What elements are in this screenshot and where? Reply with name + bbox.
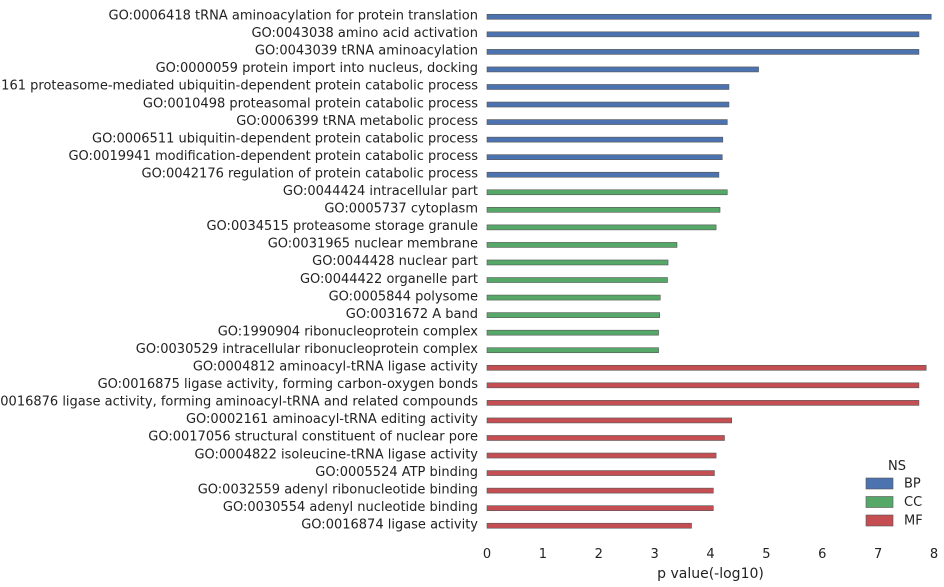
bar-bp bbox=[486, 119, 728, 125]
category-label: GO:0017056 structural constituent of nuc… bbox=[148, 430, 478, 445]
bar-bp bbox=[486, 49, 920, 55]
bar-cc bbox=[486, 277, 668, 283]
category-label: GO:0004812 aminoacyl-tRNA ligase activit… bbox=[193, 360, 478, 375]
category-label: GO:0043161 proteasome-mediated ubiquitin… bbox=[0, 79, 478, 94]
bar-mf bbox=[486, 364, 927, 371]
legend-label-mf: MF bbox=[904, 514, 923, 529]
bar-cc bbox=[486, 189, 728, 196]
category-label: GO:0019941 modification-dependent protei… bbox=[68, 149, 478, 164]
category-label: GO:0000059 protein import into nucleus, … bbox=[156, 61, 478, 76]
x-tick-label: 8 bbox=[930, 547, 938, 562]
bar-cc bbox=[486, 312, 660, 318]
legend-swatch-cc bbox=[865, 496, 894, 508]
bar-bp bbox=[486, 84, 730, 90]
bar-mf bbox=[486, 400, 920, 406]
bar-cc bbox=[486, 242, 678, 248]
bar-bp bbox=[486, 171, 720, 178]
category-label: GO:0016875 ligase activity, forming carb… bbox=[98, 377, 479, 392]
category-label: GO:0044428 nuclear part bbox=[312, 254, 478, 269]
category-label: GO:0030554 adenyl nucleotide binding bbox=[223, 500, 478, 515]
category-label: GO:0016874 ligase activity bbox=[301, 517, 478, 532]
category-label: GO:0030529 intracellular ribonucleoprote… bbox=[136, 342, 479, 357]
bar-mf bbox=[486, 522, 692, 529]
category-label: GO:0044424 intracellular part bbox=[283, 184, 478, 199]
category-label: GO:0004822 isoleucine-tRNA ligase activi… bbox=[194, 447, 478, 462]
category-label: GO:0031965 nuclear membrane bbox=[268, 237, 478, 252]
x-tick-label: 6 bbox=[818, 547, 826, 562]
category-label: GO:0031672 A band bbox=[346, 307, 478, 322]
legend-label-bp: BP bbox=[904, 477, 921, 492]
x-tick-label: 7 bbox=[874, 547, 882, 562]
category-label: GO:0002161 aminoacyl-tRNA editing activi… bbox=[186, 412, 478, 427]
bar-cc bbox=[486, 347, 659, 354]
bar-mf bbox=[486, 417, 733, 424]
bar-cc bbox=[486, 259, 669, 266]
x-tick-label: 4 bbox=[706, 547, 714, 562]
bar-bp bbox=[486, 101, 730, 108]
bar-bp bbox=[486, 13, 932, 20]
bar-cc bbox=[486, 224, 717, 231]
bar-mf bbox=[486, 382, 920, 389]
category-label: GO:0042176 regulation of protein catabol… bbox=[142, 166, 479, 181]
category-label: GO:0043038 amino acid activation bbox=[251, 26, 478, 41]
bar-bp bbox=[486, 66, 759, 73]
category-label: GO:0044422 organelle part bbox=[300, 272, 478, 287]
category-label: GO:0006511 ubiquitin-dependent protein c… bbox=[92, 131, 478, 146]
legend: NS BP CC MF bbox=[865, 459, 923, 529]
bar-bp bbox=[486, 136, 724, 143]
bars-layer bbox=[486, 13, 932, 529]
category-labels: GO:0006418 tRNA aminoacylation for prote… bbox=[0, 9, 478, 533]
category-label: GO:0006418 tRNA aminoacylation for prote… bbox=[109, 9, 478, 24]
x-tick-label: 0 bbox=[483, 547, 491, 562]
bar-cc bbox=[486, 207, 721, 213]
x-axis-ticks: 0 1 2 3 4 5 6 7 8 bbox=[483, 547, 938, 562]
legend-label-cc: CC bbox=[904, 495, 922, 510]
bar-mf bbox=[486, 505, 714, 511]
x-tick-label: 3 bbox=[650, 547, 658, 562]
category-label: GO:0016876 ligase activity, forming amin… bbox=[0, 395, 478, 410]
category-label: GO:0034515 proteasome storage granule bbox=[206, 219, 478, 234]
legend-entries: BP CC MF bbox=[865, 477, 923, 529]
category-label: GO:1990904 ribonucleoprotein complex bbox=[218, 324, 479, 339]
category-label: GO:0043039 tRNA aminoacylation bbox=[255, 44, 478, 59]
category-label: GO:0005737 cytoplasm bbox=[324, 202, 478, 217]
category-label: GO:0006399 tRNA metabolic process bbox=[236, 114, 478, 129]
x-tick-label: 5 bbox=[762, 547, 770, 562]
legend-swatch-bp bbox=[865, 477, 894, 490]
bar-cc bbox=[486, 329, 659, 336]
bar-cc bbox=[486, 294, 661, 301]
legend-swatch-mf bbox=[865, 514, 894, 527]
legend-title: NS bbox=[888, 459, 906, 474]
x-tick-label: 2 bbox=[595, 547, 603, 562]
bar-mf bbox=[486, 487, 714, 494]
category-label: GO:0005524 ATP binding bbox=[315, 465, 478, 480]
x-axis-title: p value(-log10) bbox=[657, 566, 764, 582]
bar-mf bbox=[486, 470, 715, 476]
category-label: GO:0010498 proteasomal protein catabolic… bbox=[143, 96, 478, 111]
bar-mf bbox=[486, 435, 725, 441]
x-tick-label: 1 bbox=[539, 547, 547, 562]
bar-mf bbox=[486, 452, 717, 459]
category-label: GO:0005844 polysome bbox=[329, 289, 478, 304]
bar-bp bbox=[486, 154, 723, 160]
category-label: GO:0032559 adenyl ribonucleotide binding bbox=[198, 482, 478, 497]
bar-bp bbox=[486, 31, 920, 38]
